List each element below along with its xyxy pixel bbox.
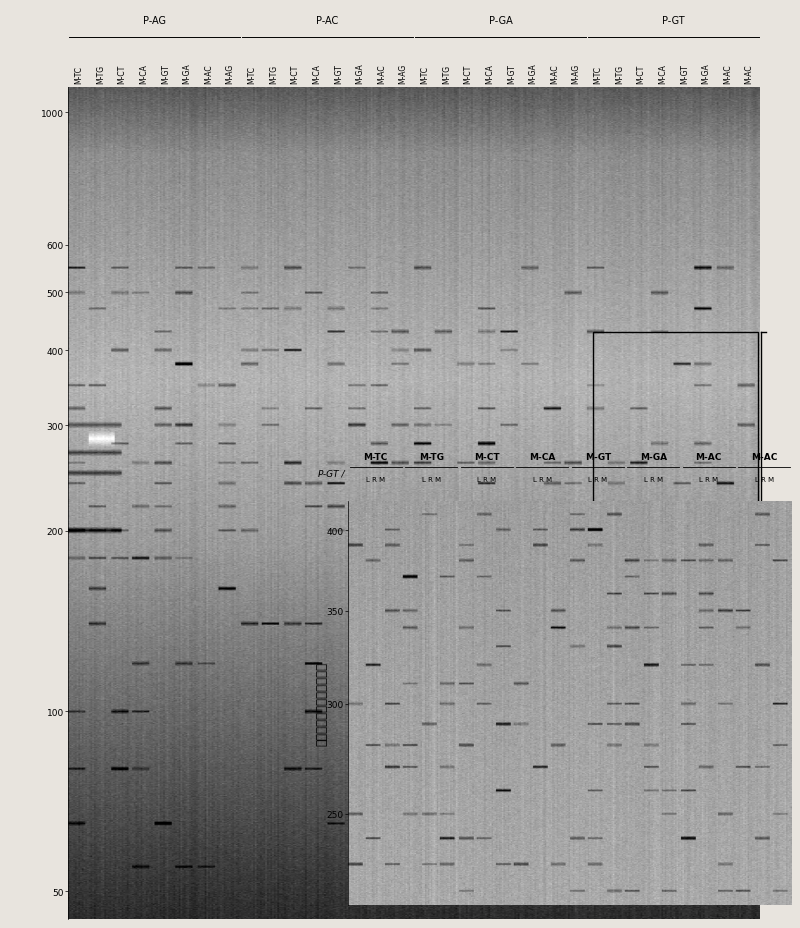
Text: M-TC: M-TC bbox=[247, 66, 256, 84]
Text: M-CT: M-CT bbox=[118, 65, 126, 84]
Text: M-TG: M-TG bbox=[269, 65, 278, 84]
Text: M-TG: M-TG bbox=[418, 452, 444, 461]
Text: M-TG: M-TG bbox=[442, 65, 451, 84]
Text: M-CT: M-CT bbox=[474, 452, 499, 461]
Text: M-CA: M-CA bbox=[312, 64, 321, 84]
Text: M-CA: M-CA bbox=[139, 64, 148, 84]
Text: M-TC: M-TC bbox=[594, 66, 602, 84]
Text: M-TC: M-TC bbox=[420, 66, 430, 84]
Text: M-CA: M-CA bbox=[529, 452, 555, 461]
Text: M-CT: M-CT bbox=[463, 65, 473, 84]
Text: M-CA: M-CA bbox=[485, 64, 494, 84]
Text: M-GA: M-GA bbox=[529, 63, 538, 84]
Text: M-CA: M-CA bbox=[658, 64, 667, 84]
Text: M-GT: M-GT bbox=[334, 64, 343, 84]
Text: M-AC: M-AC bbox=[695, 452, 722, 461]
Text: M-GT: M-GT bbox=[507, 64, 516, 84]
Text: M-AC: M-AC bbox=[723, 64, 732, 84]
Text: P-AC: P-AC bbox=[316, 16, 338, 26]
Text: L R M: L R M bbox=[699, 477, 718, 483]
Text: L R M: L R M bbox=[533, 477, 552, 483]
Text: M-GT: M-GT bbox=[585, 452, 611, 461]
Text: L R M: L R M bbox=[477, 477, 496, 483]
Text: M-AC: M-AC bbox=[751, 452, 778, 461]
Text: 矩形框所示局部图谱的放大: 矩形框所示局部图谱的放大 bbox=[316, 661, 329, 745]
Text: P-GA: P-GA bbox=[489, 16, 512, 26]
Text: P-AG: P-AG bbox=[143, 16, 166, 26]
Text: M-TG: M-TG bbox=[615, 65, 624, 84]
Text: M-GA: M-GA bbox=[702, 63, 710, 84]
Text: M-GT: M-GT bbox=[161, 64, 170, 84]
Text: M-TC: M-TC bbox=[364, 452, 388, 461]
Text: M-CT: M-CT bbox=[290, 65, 299, 84]
Text: M-AG: M-AG bbox=[572, 64, 581, 84]
Text: M-GA: M-GA bbox=[182, 63, 191, 84]
Text: M-AC: M-AC bbox=[745, 64, 754, 84]
Text: L R M: L R M bbox=[644, 477, 663, 483]
Text: P-GT /: P-GT / bbox=[318, 469, 344, 478]
Bar bbox=[594, 332, 758, 512]
Text: L R M: L R M bbox=[422, 477, 441, 483]
Text: M-GT: M-GT bbox=[680, 64, 689, 84]
Text: M-AC: M-AC bbox=[377, 64, 386, 84]
Text: P-GT: P-GT bbox=[662, 16, 685, 26]
Text: M-TG: M-TG bbox=[96, 65, 105, 84]
Text: M-TC: M-TC bbox=[74, 66, 83, 84]
Text: L R M: L R M bbox=[754, 477, 774, 483]
Text: M-AG: M-AG bbox=[398, 64, 408, 84]
Text: M-AG: M-AG bbox=[226, 64, 234, 84]
Text: L R M: L R M bbox=[366, 477, 386, 483]
Text: M-AC: M-AC bbox=[550, 64, 559, 84]
Text: M-GA: M-GA bbox=[355, 63, 365, 84]
Text: L R M: L R M bbox=[588, 477, 607, 483]
Text: M-AC: M-AC bbox=[204, 64, 213, 84]
Text: M-CT: M-CT bbox=[637, 65, 646, 84]
Text: M-GA: M-GA bbox=[640, 452, 667, 461]
